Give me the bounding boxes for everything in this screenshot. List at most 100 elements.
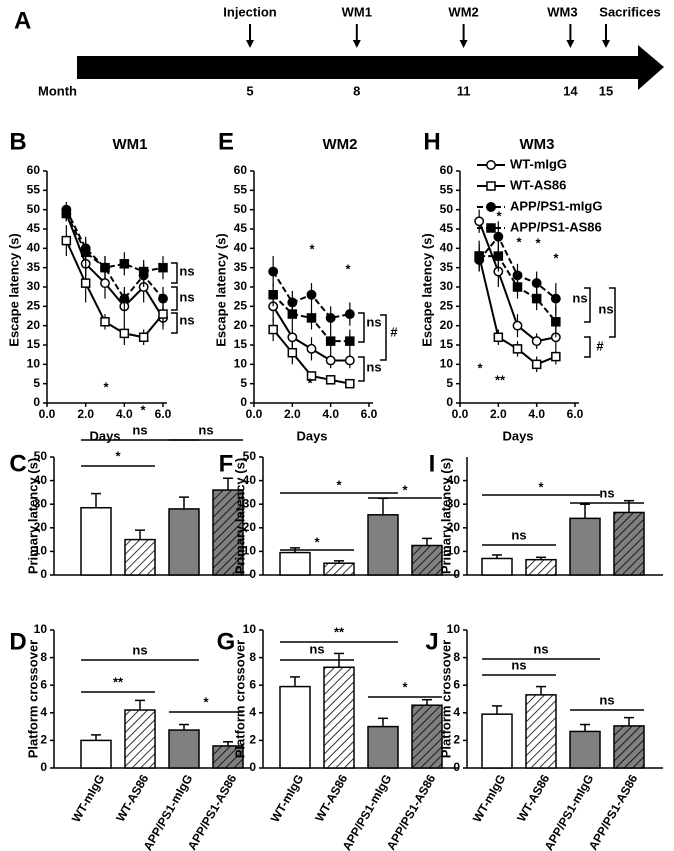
panel-letter: C <box>9 450 26 477</box>
x-axis-label: Days <box>502 428 533 443</box>
significance: * <box>477 360 483 375</box>
point <box>61 208 72 219</box>
significance: ns <box>132 422 147 437</box>
significance: * <box>402 679 408 694</box>
y-tick-label: 2 <box>249 733 256 747</box>
y-axis-label: Platform crossover <box>25 640 40 759</box>
y-tick-label: 60 <box>234 163 248 177</box>
y-tick-label: 10 <box>440 357 454 371</box>
panel-letter: G <box>217 628 236 655</box>
point <box>287 347 298 358</box>
bar <box>569 517 601 576</box>
x-tick-label: WT-mIgG <box>69 772 107 825</box>
bar <box>411 544 443 576</box>
x-tick-label: APP/PS1-mIgG <box>141 772 196 851</box>
x-tick-label: APP/PS1-mIgG <box>340 772 395 851</box>
y-tick-label: 55 <box>440 183 454 197</box>
point <box>268 266 279 277</box>
y-tick-label: 30 <box>243 496 257 510</box>
y-tick-label: 25 <box>27 299 41 313</box>
panel-letter: I <box>429 450 436 477</box>
significance: ** <box>334 624 345 639</box>
bar <box>124 709 156 769</box>
y-tick-label: 60 <box>440 163 454 177</box>
significance: ns <box>572 290 587 305</box>
y-tick-label: 0 <box>33 395 40 409</box>
significance: * <box>535 235 541 250</box>
x-axis-label: Days <box>89 428 120 443</box>
point <box>268 324 278 335</box>
bar <box>212 745 244 769</box>
y-tick-label: 35 <box>234 260 248 274</box>
significance: ns <box>511 657 526 672</box>
bar <box>481 713 513 769</box>
bracket <box>584 336 591 358</box>
y-tick-label: 15 <box>234 337 248 351</box>
series-line <box>65 240 164 339</box>
point <box>287 332 298 343</box>
significance: ns <box>179 289 194 304</box>
x-tick-label: 2.0 <box>490 407 507 421</box>
y-tick-label: 40 <box>27 241 41 255</box>
x-tick-label: APP/PS1-AS86 <box>384 772 439 851</box>
y-tick-label: 40 <box>243 473 257 487</box>
bar <box>80 739 112 769</box>
event-label: WM1 <box>342 4 372 19</box>
point <box>512 344 523 354</box>
panel-letter: B <box>9 128 26 155</box>
bar <box>212 489 244 576</box>
significance: * <box>140 402 146 417</box>
y-tick-label: 5 <box>33 376 40 390</box>
event-month: 5 <box>246 83 253 98</box>
point <box>493 231 504 242</box>
x-tick-label: WT-AS86 <box>312 772 350 824</box>
bracket <box>171 262 178 284</box>
point <box>531 359 542 370</box>
y-tick-label: 4 <box>249 705 256 719</box>
point <box>345 378 355 389</box>
significance: * <box>115 448 121 463</box>
significance: ** <box>113 674 124 689</box>
bracket <box>609 287 616 338</box>
x-tick-label: APP/PS1-mIgG <box>542 772 597 851</box>
significance: * <box>553 250 559 265</box>
significance: # <box>390 324 398 339</box>
y-tick-label: 5 <box>446 376 453 390</box>
point <box>531 336 542 347</box>
y-tick-label: 25 <box>440 299 454 313</box>
y-tick-label: 55 <box>234 183 248 197</box>
point <box>306 313 317 323</box>
legend-marker <box>486 202 496 212</box>
x-tick-label: APP/PS1-AS86 <box>586 772 641 851</box>
event-arrowhead <box>246 40 254 48</box>
x-axis-label: Days <box>296 428 327 443</box>
point <box>138 266 149 277</box>
y-tick-label: 45 <box>27 221 41 235</box>
bracket <box>358 356 365 382</box>
bracket <box>358 312 365 343</box>
event-label: Sacrifices <box>599 4 660 19</box>
panel-letter: H <box>423 128 440 155</box>
y-tick-label: 0 <box>240 395 247 409</box>
y-tick-label: 50 <box>34 449 48 463</box>
y-tick-label: 50 <box>440 202 454 216</box>
y-tick-label: 30 <box>447 496 461 510</box>
point <box>119 328 130 339</box>
point <box>344 309 355 320</box>
bracket <box>584 287 591 323</box>
bracket <box>171 286 178 311</box>
series-line <box>65 209 164 301</box>
timeline-arrowhead <box>638 45 664 90</box>
y-tick-label: 15 <box>440 337 454 351</box>
y-tick-label: 55 <box>27 183 41 197</box>
point <box>493 332 504 343</box>
y-tick-label: 20 <box>447 520 461 534</box>
x-tick-label: 4.0 <box>116 407 133 421</box>
significance: * <box>538 479 544 494</box>
point <box>80 278 91 288</box>
point <box>325 355 336 366</box>
event-arrowhead <box>459 40 468 48</box>
bracket <box>171 312 178 334</box>
point <box>61 235 72 246</box>
significance: ns <box>309 641 324 656</box>
